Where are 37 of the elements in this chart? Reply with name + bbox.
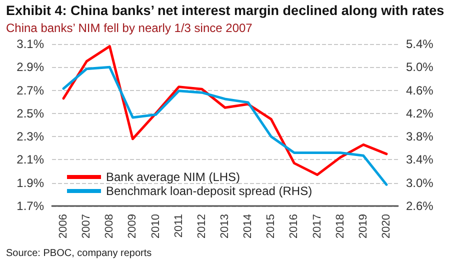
x-tick-label: 2019 bbox=[357, 214, 370, 238]
legend-label: Bank average NIM (LHS) bbox=[106, 170, 240, 184]
x-tick-label: 2011 bbox=[172, 214, 185, 238]
x-tick-label: 2013 bbox=[219, 214, 231, 238]
y2-tick-label: 4.6% bbox=[406, 83, 434, 98]
chart-title: Exhibit 4: China banks’ net interest margin declined along with rates bbox=[6, 3, 444, 18]
y2-tick-label: 4.2% bbox=[406, 106, 434, 120]
y-tick-label: 1.9% bbox=[16, 176, 44, 190]
y-tick-label: 1.7% bbox=[16, 199, 44, 213]
x-tick-label: 2015 bbox=[265, 214, 278, 238]
y-tick-label: 2.3% bbox=[16, 130, 44, 144]
x-tick-label: 2020 bbox=[380, 214, 392, 238]
y-tick-label: 3.1% bbox=[16, 37, 44, 51]
y2-tick-label: 3.4% bbox=[406, 152, 434, 167]
legend-label: Benchmark loan-deposit spread (RHS) bbox=[106, 184, 312, 198]
source-note: Source: PBOC, company reports bbox=[6, 248, 152, 259]
y-tick-label: 2.5% bbox=[16, 106, 44, 120]
x-tick-label: 2017 bbox=[311, 214, 324, 238]
y2-tick-label: 5.0% bbox=[406, 60, 434, 74]
y-tick-label: 2.1% bbox=[16, 152, 44, 167]
x-tick-label: 2006 bbox=[58, 214, 70, 238]
x-tick-label: 2008 bbox=[104, 214, 116, 238]
y2-tick-label: 5.4% bbox=[406, 37, 434, 51]
x-tick-label: 2018 bbox=[334, 214, 346, 238]
y-tick-label: 2.9% bbox=[16, 60, 44, 74]
x-tick-label: 2012 bbox=[196, 214, 208, 238]
y2-tick-label: 3.0% bbox=[406, 176, 434, 190]
line-series bbox=[62, 66, 388, 186]
y-tick-label: 2.7% bbox=[16, 83, 44, 98]
x-tick-label: 2007 bbox=[80, 214, 93, 238]
x-tick-label: 2010 bbox=[150, 214, 162, 238]
y2-tick-label: 3.8% bbox=[406, 130, 434, 144]
chart-subtitle: China banks’ NIM fell by nearly 1/3 since 2007 bbox=[6, 21, 252, 35]
x-tick-label: 2016 bbox=[288, 214, 300, 238]
y2-tick-label: 2.6% bbox=[406, 199, 434, 213]
x-tick-label: 2014 bbox=[242, 214, 254, 238]
x-tick-label: 2009 bbox=[126, 214, 139, 238]
